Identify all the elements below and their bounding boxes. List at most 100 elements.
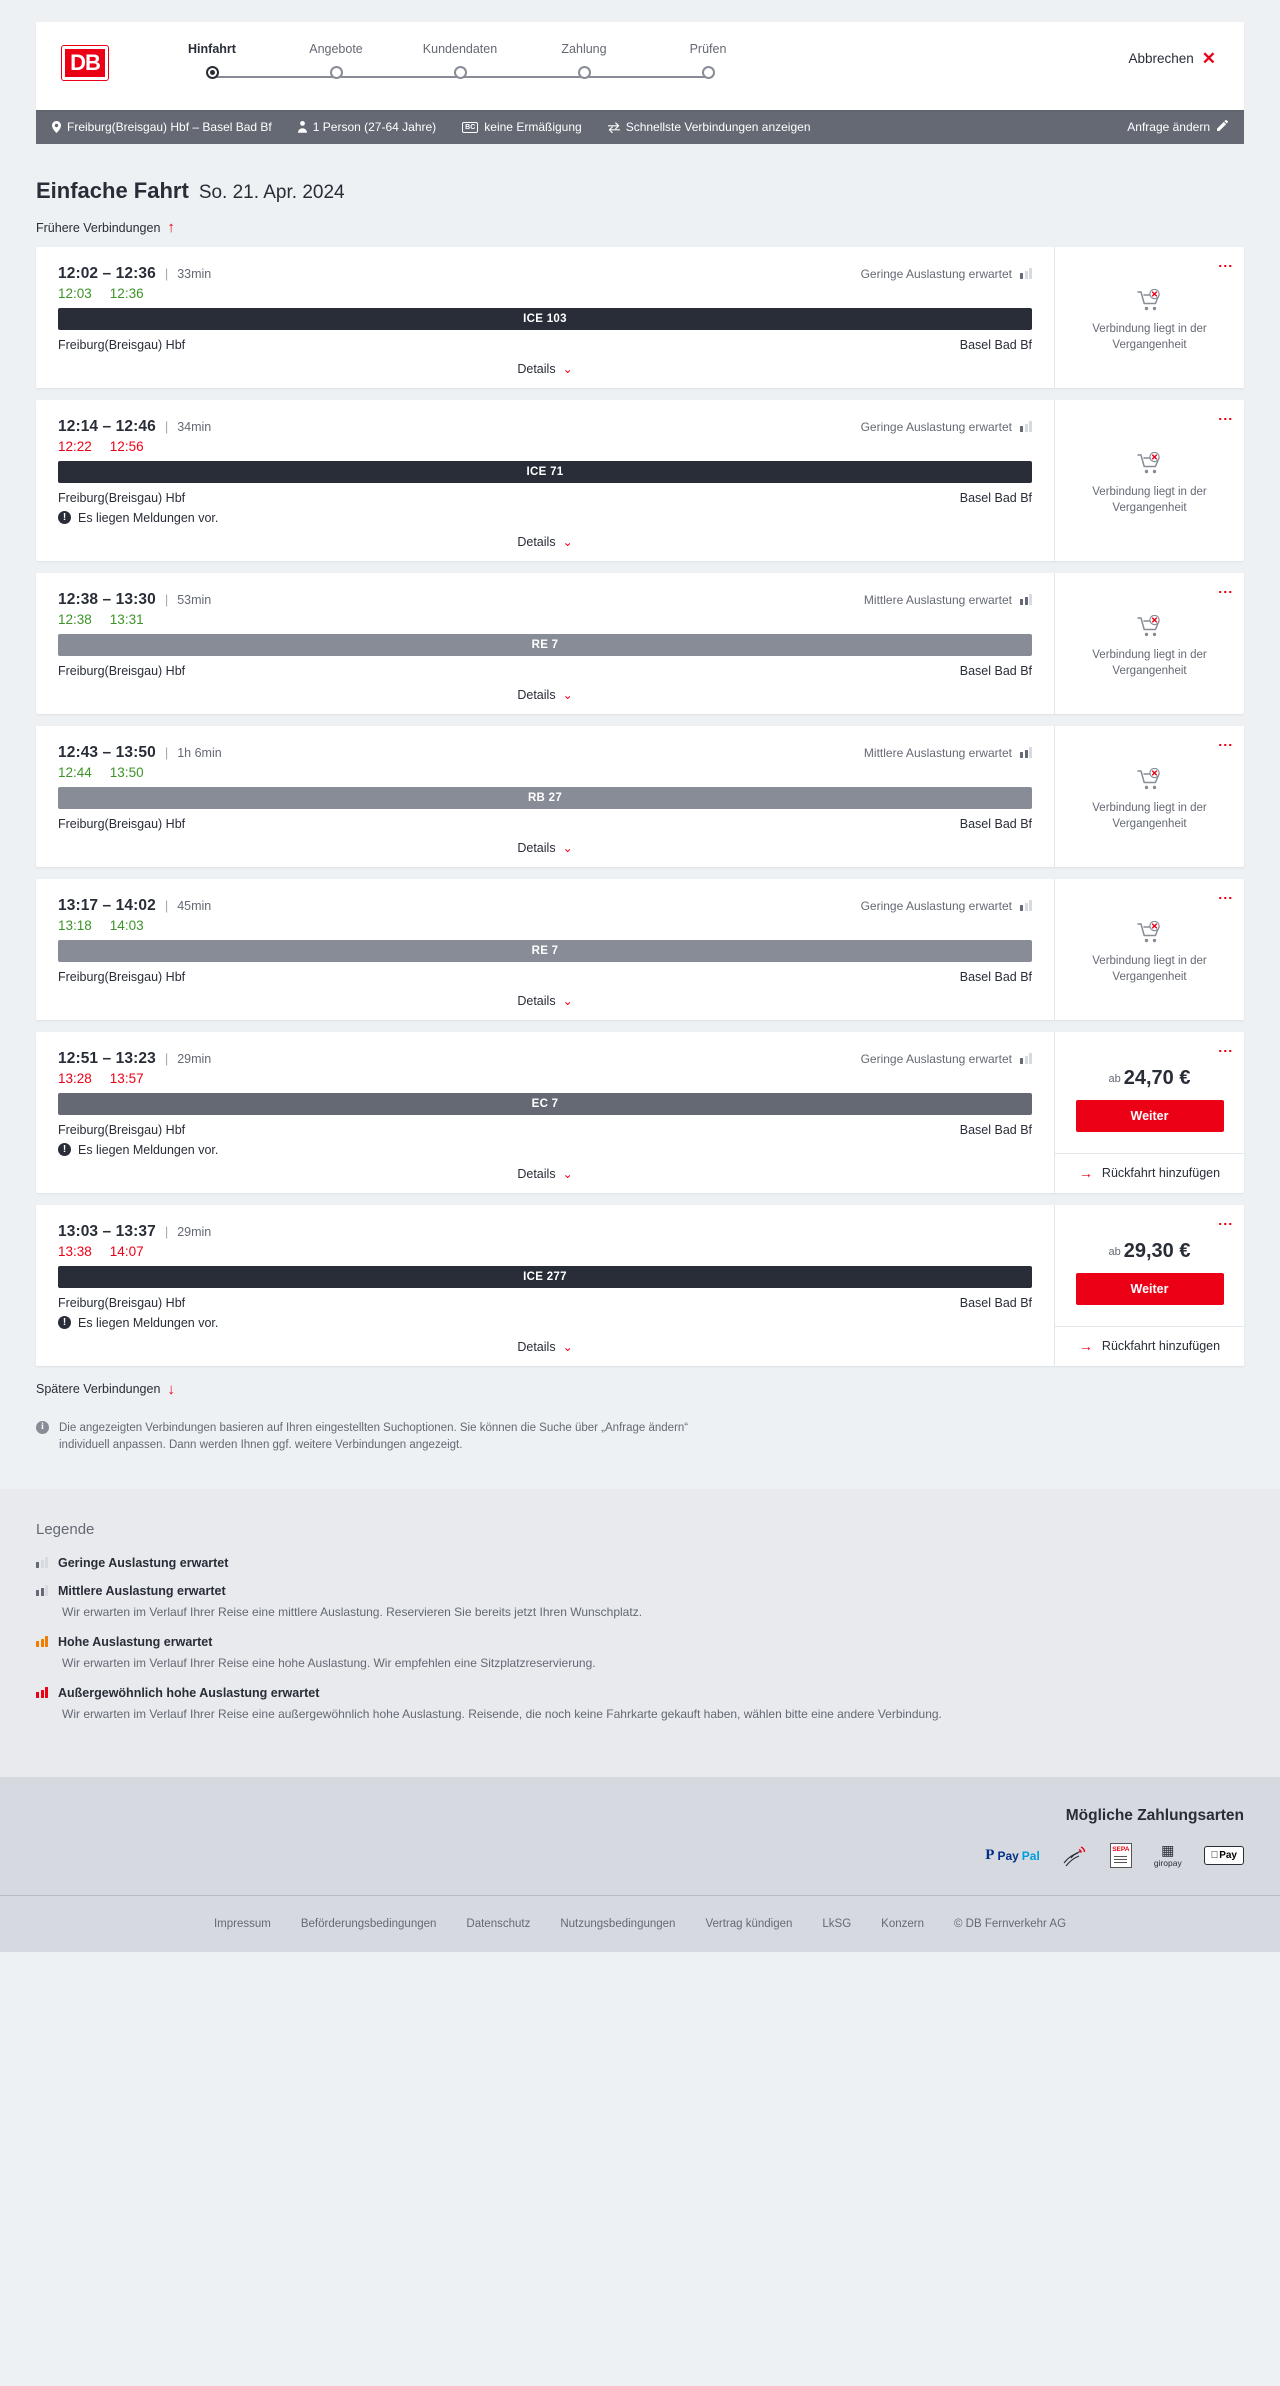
journey-price: ab 24,70 € xyxy=(1109,1067,1191,1090)
more-options-icon[interactable]: ⋮ xyxy=(1218,737,1234,752)
info-icon: i xyxy=(36,1421,49,1434)
journey-list: 12:02 – 12:36 | 33min Geringe Auslastung er… xyxy=(36,246,1244,1366)
train-line-bar: RE 7 xyxy=(58,633,1032,656)
utilization-icon xyxy=(1020,900,1032,911)
price-box: ab 24,70 € Weiter xyxy=(1055,1032,1244,1153)
legend-item: Hohe Auslastung erwartet Wir erwarten im … xyxy=(36,1635,1244,1672)
journey-details: 13:17 – 14:02 | 45min Geringe Auslastung er… xyxy=(36,879,1054,1020)
summary-discount[interactable]: BC keine Ermäßigung xyxy=(462,120,582,134)
footer-link[interactable]: Impressum xyxy=(213,1917,271,1930)
realtime-departure: 13:28 xyxy=(58,1070,92,1086)
journey-price: ab 29,30 € xyxy=(1109,1240,1191,1263)
earlier-connections-button[interactable]: Frühere Verbindungen ↑ xyxy=(36,220,175,235)
more-options-icon[interactable]: ⋮ xyxy=(1218,584,1234,599)
past-connection-box: Verbindung liegt in der Vergangenheit xyxy=(1055,879,1244,1020)
journey-card[interactable]: 12:43 – 13:50 | 1h 6min Mittlere Auslastung… xyxy=(36,725,1244,867)
journey-duration: 1h 6min xyxy=(177,745,222,760)
step-dot-1[interactable] xyxy=(205,66,219,79)
train-line-label: ICE 71 xyxy=(526,465,564,478)
step-label-3[interactable]: Kundendaten xyxy=(422,42,498,56)
journey-message[interactable]: ! Es liegen Meldungen vor. xyxy=(58,1316,1032,1330)
location-pin-icon xyxy=(52,121,61,133)
cart-unavailable-icon xyxy=(1136,451,1160,474)
summary-passengers[interactable]: 1 Person (27-64 Jahre) xyxy=(297,120,436,134)
planned-times: 13:03 – 13:37 xyxy=(58,1222,156,1240)
journey-duration: 33min xyxy=(177,266,212,281)
utilization-label: Mittlere Auslastung erwartet xyxy=(863,592,1012,607)
legend-item: Geringe Auslastung erwartet xyxy=(36,1556,1244,1570)
train-line-label: RE 7 xyxy=(531,638,559,651)
more-options-icon[interactable]: ⋮ xyxy=(1218,890,1234,905)
add-return-trip-button[interactable]: → Rückfahrt hinzufügen xyxy=(1055,1152,1244,1193)
journey-card[interactable]: 12:38 – 13:30 | 53min Mittlere Auslastung e… xyxy=(36,572,1244,714)
step-dot-3[interactable] xyxy=(453,66,467,79)
later-connections-button[interactable]: Spätere Verbindungen ↓ xyxy=(36,1382,175,1397)
cancel-button[interactable]: Abbrechen ✕ xyxy=(1128,50,1216,67)
footer-link[interactable]: Nutzungsbedingungen xyxy=(560,1917,676,1930)
continue-button[interactable]: Weiter xyxy=(1075,1099,1224,1132)
journey-card[interactable]: 12:51 – 13:23 | 29min Geringe Auslastung er… xyxy=(36,1031,1244,1193)
journey-message-label: Es liegen Meldungen vor. xyxy=(78,1315,219,1330)
swap-arrows-icon xyxy=(607,121,620,133)
realtime-times: 12:44 13:50 xyxy=(58,765,1032,780)
footer-link[interactable]: Datenschutz xyxy=(466,1917,531,1930)
journey-duration: 53min xyxy=(177,592,212,607)
journey-card[interactable]: 12:14 – 12:46 | 34min Geringe Auslastung er… xyxy=(36,399,1244,561)
more-options-icon[interactable]: ⋮ xyxy=(1218,1043,1234,1058)
realtime-departure: 13:18 xyxy=(58,917,92,933)
legend-item-label: Mittlere Auslastung erwartet xyxy=(58,1583,226,1598)
payment-title: Mögliche Zahlungsarten xyxy=(1065,1806,1244,1824)
step-dot-5[interactable] xyxy=(701,66,715,79)
train-line-label: EC 7 xyxy=(531,1097,559,1110)
separator: | xyxy=(164,744,169,760)
utilization-label: Mittlere Auslastung erwartet xyxy=(863,745,1012,760)
apple-pay-icon: Pay xyxy=(1203,1843,1244,1869)
realtime-times: 12:22 12:56 xyxy=(58,439,1032,454)
arrow-down-icon: ↓ xyxy=(167,1380,175,1398)
step-label-5[interactable]: Prüfen xyxy=(689,42,727,56)
more-options-icon[interactable]: ⋮ xyxy=(1218,411,1234,426)
details-toggle[interactable]: Details ⌄ xyxy=(58,688,1032,702)
details-toggle[interactable]: Details ⌄ xyxy=(58,994,1032,1008)
journey-details: 12:14 – 12:46 | 34min Geringe Auslastung er… xyxy=(36,400,1054,561)
step-label-4[interactable]: Zahlung xyxy=(561,42,607,56)
details-toggle[interactable]: Details ⌄ xyxy=(58,841,1032,855)
step-label-2[interactable]: Angebote xyxy=(309,42,363,56)
continue-button[interactable]: Weiter xyxy=(1075,1272,1224,1305)
step-dot-2[interactable] xyxy=(329,66,343,79)
utilization-icon xyxy=(36,1557,48,1568)
journey-card[interactable]: 13:03 – 13:37 | 29min 13:38 14:07 ICE 277 Frei… xyxy=(36,1204,1244,1366)
footer-link[interactable]: Konzern xyxy=(881,1917,925,1930)
utilization-indicator: Mittlere Auslastung erwartet xyxy=(864,593,1032,607)
summary-sorting[interactable]: Schnellste Verbindungen anzeigen xyxy=(607,120,811,134)
details-toggle[interactable]: Details ⌄ xyxy=(58,1167,1032,1181)
summary-route[interactable]: Freiburg(Breisgau) Hbf – Basel Bad Bf xyxy=(52,120,272,134)
destination-station: Basel Bad Bf xyxy=(959,490,1032,505)
step-dot-4[interactable] xyxy=(577,66,591,79)
footer-link[interactable]: Vertrag kündigen xyxy=(705,1917,793,1930)
journey-message[interactable]: ! Es liegen Meldungen vor. xyxy=(58,511,1032,525)
add-return-trip-button[interactable]: → Rückfahrt hinzufügen xyxy=(1055,1325,1244,1366)
more-options-icon[interactable]: ⋮ xyxy=(1218,258,1234,273)
more-options-icon[interactable]: ⋮ xyxy=(1218,1216,1234,1231)
exclamation-icon: ! xyxy=(58,1316,71,1329)
station-row: Freiburg(Breisgau) Hbf Basel Bad Bf xyxy=(58,491,1032,505)
cart-unavailable-icon xyxy=(1136,288,1160,311)
details-toggle[interactable]: Details ⌄ xyxy=(58,362,1032,376)
origin-station: Freiburg(Breisgau) Hbf xyxy=(58,1295,186,1310)
footer-link[interactable]: Beförderungsbedingungen xyxy=(300,1917,437,1930)
separator: | xyxy=(164,1223,169,1239)
edit-search-button[interactable]: Anfrage ändern xyxy=(1127,119,1229,134)
legend-item-head: Mittlere Auslastung erwartet xyxy=(36,1584,1244,1598)
origin-station: Freiburg(Breisgau) Hbf xyxy=(58,490,186,505)
journey-card[interactable]: 13:17 – 14:02 | 45min Geringe Auslastung er… xyxy=(36,878,1244,1020)
details-toggle[interactable]: Details ⌄ xyxy=(58,535,1032,549)
apple-pay-label: Pay xyxy=(1219,1850,1237,1861)
step-label-1[interactable]: Hinfahrt xyxy=(188,42,236,56)
journey-card[interactable]: 12:02 – 12:36 | 33min Geringe Auslastung er… xyxy=(36,246,1244,388)
details-toggle[interactable]: Details ⌄ xyxy=(58,1340,1032,1354)
past-connection-box: Verbindung liegt in der Vergangenheit xyxy=(1055,400,1244,561)
footer-link[interactable]: LkSG xyxy=(822,1917,852,1930)
chevron-down-icon: ⌄ xyxy=(562,840,573,855)
journey-message[interactable]: ! Es liegen Meldungen vor. xyxy=(58,1143,1032,1157)
